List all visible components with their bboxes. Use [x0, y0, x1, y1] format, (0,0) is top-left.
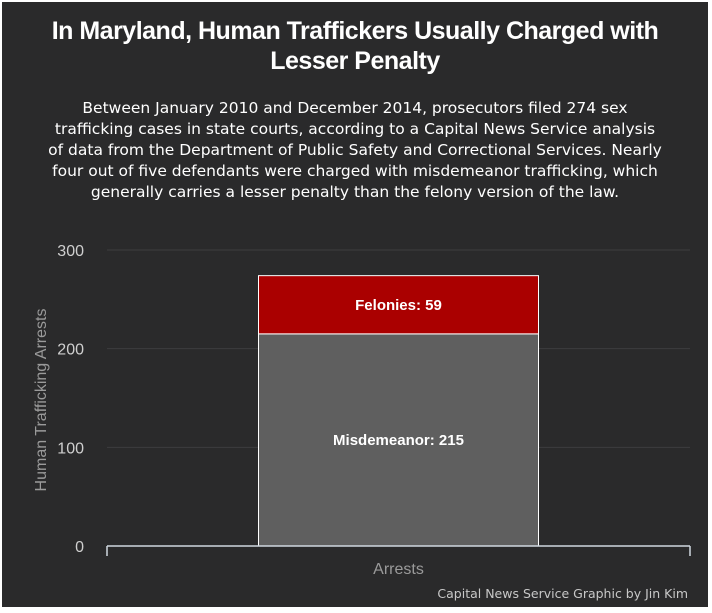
data-label-felonies: Felonies: 59	[355, 297, 442, 314]
chart-panel: In Maryland, Human Traffickers Usually C…	[2, 2, 708, 607]
y-tick-label: 0	[75, 539, 84, 556]
x-axis: Arrests	[106, 545, 691, 578]
y-tick-label: 100	[57, 440, 84, 457]
x-tick-label: Arrests	[373, 561, 424, 578]
bar-misdemeanor	[258, 333, 539, 547]
bars	[258, 275, 539, 547]
y-tick-label: 200	[57, 342, 84, 359]
plot-area: Arrests 0 100 200 300 Misdemeanor: 215 Felon…	[33, 243, 691, 578]
chart-title: In Maryland, Human Traffickers Usually C…	[51, 17, 659, 75]
chart-credit: Capital News Service Graphic by Jin Kim	[437, 586, 688, 601]
chart-subtitle: Between January 2010 and December 2014, …	[48, 99, 662, 201]
bar-felonies	[258, 275, 539, 335]
y-tick-label: 300	[57, 243, 84, 260]
y-tick-labels: 0 100 200 300	[57, 243, 84, 556]
data-label-misdemeanor: Misdemeanor: 215	[333, 432, 464, 449]
data-labels: Misdemeanor: 215 Felonies: 59	[333, 297, 464, 449]
y-axis-title: Human Trafficking Arrests	[33, 309, 50, 492]
